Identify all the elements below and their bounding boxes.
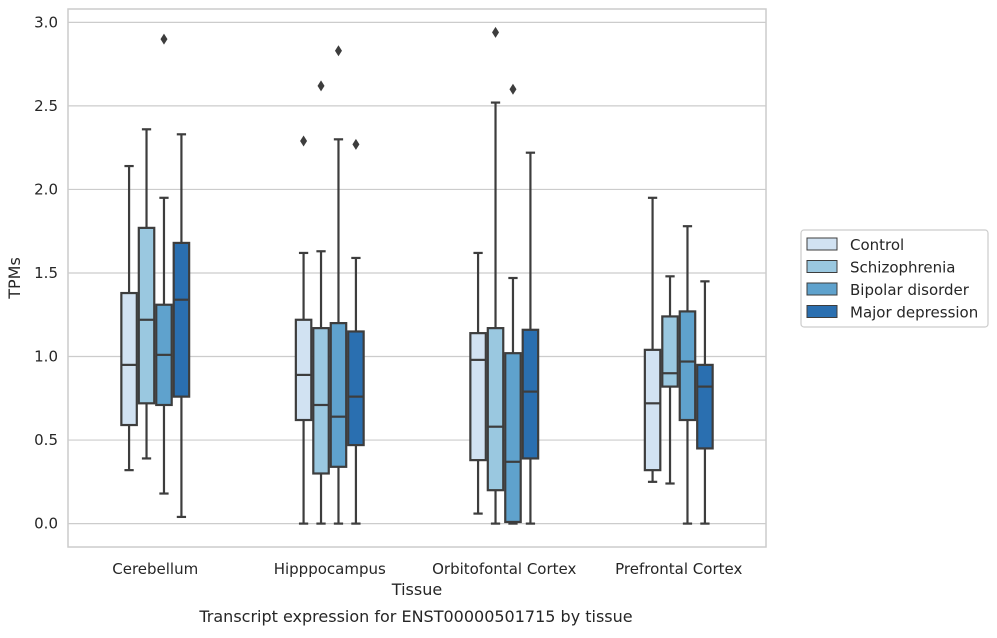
box-iqr — [312, 327, 330, 475]
y-axis-ticks: 0.0 0.5 1.0 1.5 2.0 2.5 3.0 — [34, 13, 58, 532]
x-tick-label: Hipppocampus — [274, 560, 386, 578]
outlier-point — [352, 138, 360, 150]
box-control — [643, 196, 662, 483]
y-tick-label: 1.5 — [34, 264, 58, 282]
legend-swatch — [806, 260, 838, 273]
box-iqr — [504, 352, 522, 524]
box-iqr — [678, 310, 697, 422]
box-series — [120, 26, 714, 525]
legend-swatch — [806, 305, 838, 318]
legend-item: Control — [806, 236, 904, 254]
legend-item: Schizophrenia — [806, 259, 955, 277]
box-iqr — [329, 322, 348, 468]
x-tick-label: Prefrontal Cortex — [615, 560, 742, 578]
x-tick-label: Orbitofontal Cortex — [432, 560, 576, 578]
box-control — [469, 251, 487, 515]
box-iqr — [521, 328, 540, 460]
outlier-point — [160, 33, 168, 45]
legend-label: Control — [850, 236, 904, 254]
outlier-point — [509, 83, 517, 95]
legend-item: Bipolar disorder — [806, 281, 970, 299]
legend-swatch — [806, 237, 838, 251]
legend-item: Major depression — [806, 304, 978, 322]
x-axis-ticks: Cerebellum Hipppocampus Orbitofontal Corte… — [112, 560, 742, 578]
box-major-depression — [696, 280, 714, 525]
box-control — [120, 164, 138, 472]
y-tick-label: 3.0 — [34, 13, 58, 31]
box-iqr — [661, 315, 679, 388]
y-tick-label: 2.5 — [34, 97, 58, 115]
box-iqr — [696, 363, 714, 450]
box-bipolar-disorder — [329, 45, 348, 525]
chart-caption: Transcript expression for ENST0000050171… — [198, 607, 632, 626]
outlier-point — [492, 26, 500, 38]
y-tick-label: 0.5 — [34, 431, 58, 449]
box-schizophrenia — [486, 26, 505, 525]
plot-frame — [67, 8, 767, 548]
box-major-depression — [172, 133, 191, 519]
box-schizophrenia — [661, 275, 679, 485]
box-major-depression — [347, 138, 365, 525]
legend: Control Schizophrenia Bipolar disorder Majo… — [800, 229, 989, 328]
box-iqr — [294, 318, 313, 422]
box-iqr — [137, 226, 156, 405]
legend-label: Schizophrenia — [850, 259, 955, 277]
box-bipolar-disorder — [155, 33, 173, 495]
outlier-point — [300, 135, 308, 147]
box-iqr — [469, 332, 487, 462]
y-axis-label: TPMs — [5, 257, 24, 300]
box-iqr — [347, 330, 365, 447]
outlier-point — [334, 45, 342, 57]
x-axis-label: Tissue — [391, 580, 442, 599]
box-control — [294, 135, 313, 525]
outlier-point — [317, 80, 325, 92]
box-iqr — [486, 327, 505, 492]
y-tick-label: 2.0 — [34, 180, 58, 198]
legend-label: Major depression — [850, 304, 978, 322]
box-bipolar-disorder — [678, 225, 697, 525]
box-schizophrenia — [137, 128, 156, 460]
box-iqr — [120, 291, 138, 427]
y-tick-label: 1.0 — [34, 348, 58, 366]
legend-frame — [800, 229, 989, 328]
box-iqr — [172, 241, 191, 398]
box-iqr — [643, 348, 662, 472]
box-major-depression — [521, 151, 540, 525]
legend-label: Bipolar disorder — [850, 281, 970, 299]
legend-swatch — [806, 282, 838, 296]
x-tick-label: Cerebellum — [112, 560, 198, 578]
box-schizophrenia — [312, 80, 330, 525]
y-tick-label: 0.0 — [34, 515, 58, 533]
box-bipolar-disorder — [504, 83, 522, 525]
